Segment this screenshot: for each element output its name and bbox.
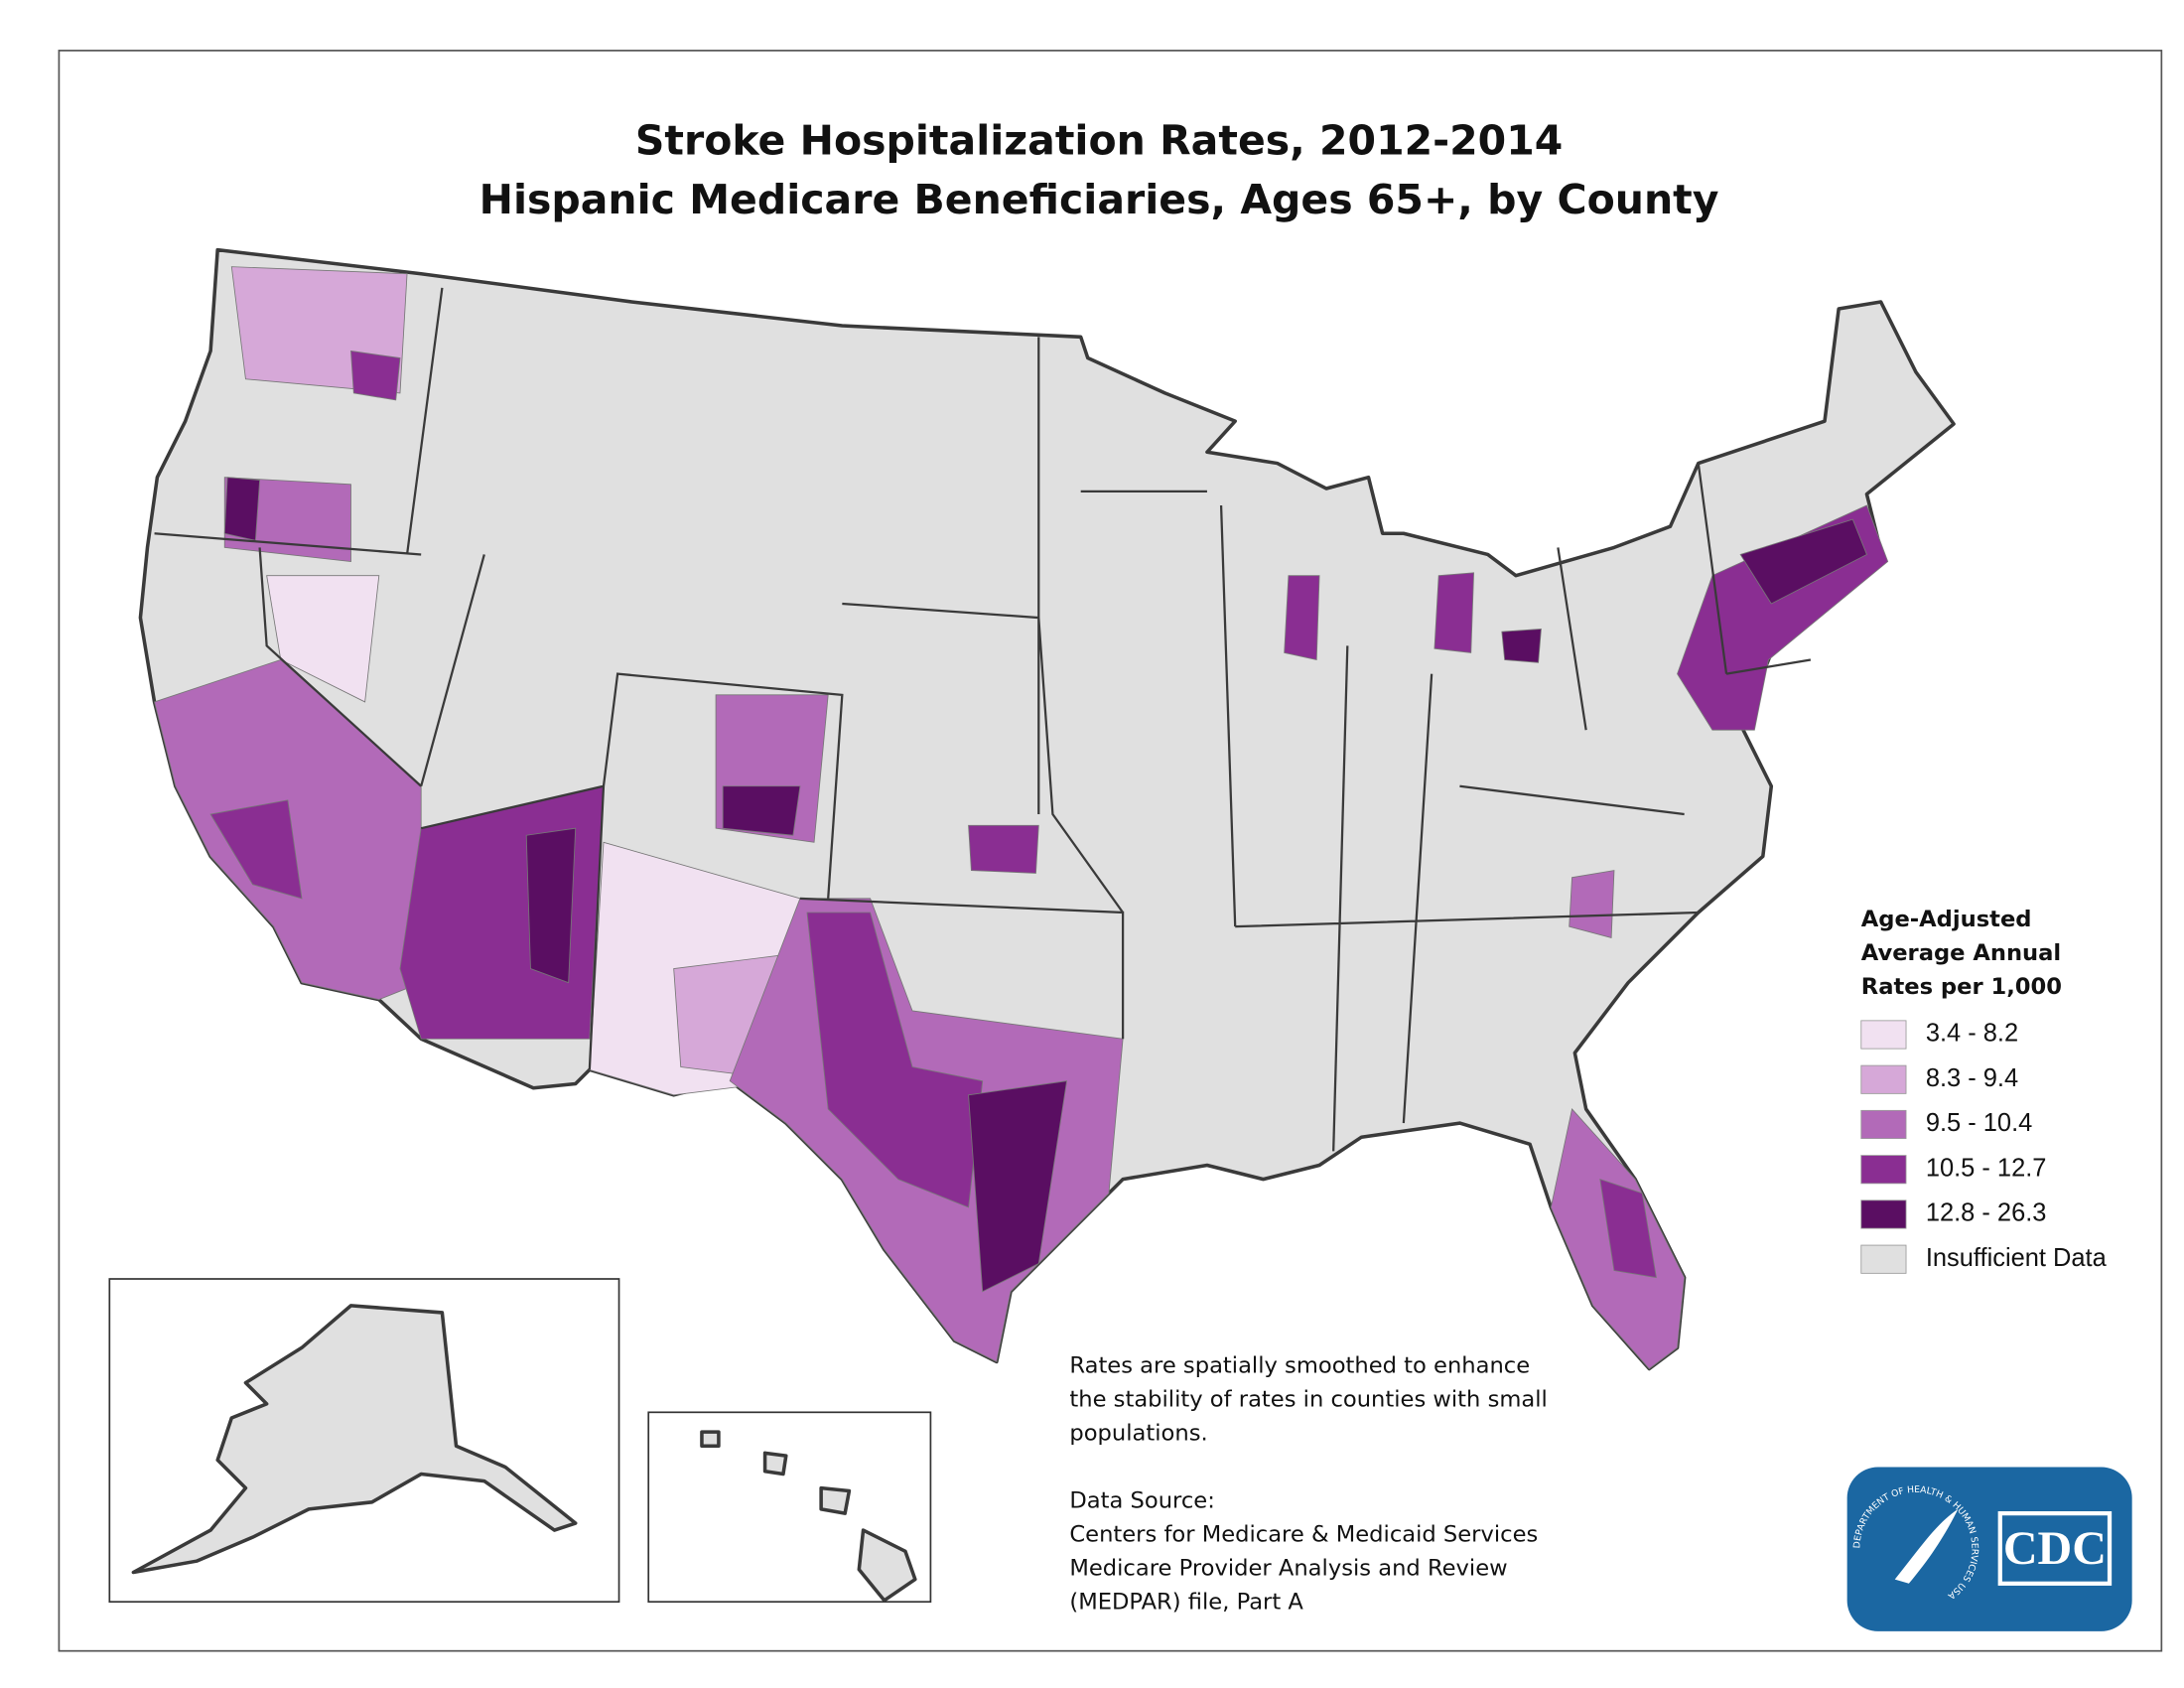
region-michigan: [1433, 572, 1475, 653]
subtitle: Hispanic Medicare Beneficiaries, Ages 65…: [479, 176, 1719, 223]
legend-swatch: [1860, 1064, 1907, 1094]
oahu: [762, 1451, 788, 1477]
legend-label: 3.4 - 8.2: [1926, 1020, 2018, 1048]
legend-label: 12.8 - 26.3: [1926, 1199, 2047, 1227]
state-lines: [154, 287, 1812, 1152]
region-florida-central: [1599, 1179, 1657, 1279]
legend: Age-Adjusted Average Annual Rates per 1,…: [1860, 907, 2108, 1274]
legend-title: Age-Adjusted: [1861, 907, 2032, 932]
hawaii-land: [700, 1430, 917, 1603]
legend-swatch: [1860, 1244, 1907, 1274]
alaska-land: [131, 1304, 578, 1575]
source-line: (MEDPAR) file, Part A: [1069, 1589, 1303, 1615]
region-arizona-core: [525, 827, 577, 984]
note-line: populations.: [1069, 1421, 1207, 1447]
agency-box: [1997, 1510, 2113, 1586]
source-line: Centers for Medicare & Medicaid Services: [1069, 1521, 1538, 1547]
legend-items: 3.4 - 8.2 8.3 - 9.4 9.5 - 10.4 10.5 - 12.7 1…: [1860, 1020, 2108, 1274]
region-new-england: [1739, 518, 1867, 605]
legend-title: Average Annual: [1861, 940, 2061, 966]
note-line: Rates are spatially smoothed to enhance: [1069, 1353, 1530, 1379]
legend-label: 8.3 - 9.4: [1926, 1064, 2018, 1092]
agency-name: CDC: [2003, 1522, 2107, 1575]
hawaii-island: [857, 1528, 917, 1603]
kauai: [700, 1430, 721, 1449]
region-north-carolina: [1569, 870, 1615, 938]
legend-swatch: [1860, 1199, 1907, 1229]
region-ohio: [1501, 628, 1542, 663]
note-line: the stability of rates in counties with …: [1069, 1387, 1547, 1413]
source-line: Data Source:: [1069, 1487, 1214, 1513]
legend-swatch: [1860, 1155, 1907, 1185]
legend-title: Rates per 1,000: [1861, 974, 2062, 1000]
source-line: Medicare Provider Analysis and Review: [1069, 1555, 1507, 1581]
region-kansas: [968, 824, 1039, 874]
cdc-logo: DEPARTMENT OF HEALTH & HUMAN SERVICES US…: [1846, 1467, 2132, 1631]
region-colorado-south: [722, 785, 801, 836]
logo-background: [1846, 1467, 2132, 1631]
legend-swatch: [1860, 1109, 1907, 1140]
us-map: [138, 247, 1956, 1371]
region-chicago: [1284, 575, 1320, 661]
region-texas-east: [968, 1080, 1068, 1293]
legend-label: Insufficient Data: [1926, 1244, 2108, 1272]
region-southern-california: [209, 799, 303, 900]
notes: Rates are spatially smoothed to enhance …: [1069, 1353, 1547, 1616]
legend-swatch: [1860, 1020, 1907, 1050]
legend-label: 10.5 - 12.7: [1926, 1154, 2047, 1182]
region-nevada-north: [266, 575, 380, 703]
region-washington-central: [350, 350, 401, 401]
title: Stroke Hospitalization Rates, 2012-2014: [635, 117, 1563, 165]
legend-label: 9.5 - 10.4: [1926, 1109, 2032, 1137]
seal-emblem: [1894, 1508, 1959, 1584]
maui: [819, 1485, 852, 1515]
region-oregon: [223, 477, 261, 541]
